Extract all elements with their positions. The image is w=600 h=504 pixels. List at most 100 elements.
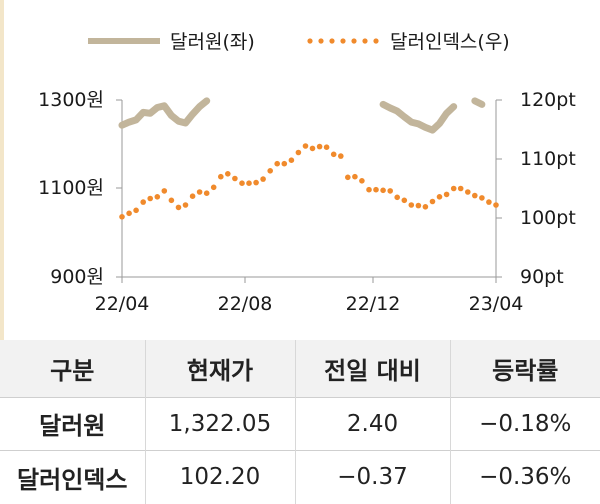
dxy-data-point [274,160,281,167]
y-right-tick-100: 100pt [520,207,576,229]
dxy-data-point [126,210,132,217]
krw-line-segment [379,100,458,134]
legend: 달러원(좌) 달러인덱스(우) [88,31,510,53]
y-left-tick-900: 900원 [50,266,104,288]
dxy-data-point [380,187,386,194]
dxy-data-point [316,143,323,150]
dxy-data-point [309,145,316,152]
legend-label-dxy: 달러인덱스(우) [390,31,510,53]
dxy-data-point [246,180,252,186]
axis-tick-marks [116,99,502,283]
exchange-rate-chart: 달러원(좌) 달러인덱스(우) 1300원 1100원 900원 120pt 1… [38,31,576,315]
legend-dot [351,38,357,44]
dxy-data-point [203,190,210,196]
series-krw-line [118,97,486,134]
row-change-rate: −0.18% [449,397,600,450]
dxy-data-point [408,202,415,208]
dxy-data-point [472,192,478,199]
row-change-rate: −0.36% [449,450,600,504]
dxy-data-point [281,160,288,167]
left-accent-bar [0,0,4,340]
header-current-price: 현재가 [144,340,295,397]
header-category: 구분 [50,356,95,385]
y-right-tick-110: 110pt [520,148,576,170]
y-right-tick-120: 120pt [520,89,576,111]
dxy-data-point [182,202,189,208]
row-current-price: 1,322.05 [144,397,295,450]
dxy-data-point [225,171,231,177]
dxy-data-point [345,174,351,181]
row-change: −0.37 [294,450,450,504]
dxy-data-point [168,197,175,204]
dxy-data-point [373,186,379,193]
dxy-data-point [154,194,161,200]
table-header-row: 구분 현재가 전일 대비 등락률 [0,340,600,397]
dxy-data-point [450,185,457,192]
dxy-data-point [359,178,365,184]
legend-dot [318,38,324,44]
dxy-data-point [394,194,401,201]
dxy-data-point [323,144,330,150]
dxy-data-point [465,189,471,195]
dxy-data-point [218,173,224,180]
dxy-data-point [443,191,450,198]
dxy-data-point [260,176,266,182]
dxy-data-point [232,175,238,182]
dxy-data-point [429,198,436,205]
chart-canvas: 달러원(좌) 달러인덱스(우) 1300원 1100원 900원 120pt 1… [38,31,576,315]
x-tick-23-04: 23/04 [469,293,524,315]
dxy-data-point [493,202,499,208]
y-left-tick-1100: 1100원 [38,177,104,199]
dxy-data-point [267,168,274,174]
dxy-data-point [295,149,302,156]
row-current-price: 102.20 [144,450,295,504]
table-row-krw: 달러원 1,322.05 2.40 −0.18% [0,397,600,450]
dxy-data-point [302,143,309,149]
dxy-data-point [387,188,394,194]
dxy-data-point [196,189,203,195]
legend-dot [307,38,313,44]
row-label: 달러원 [39,412,106,440]
krw-line-segment [471,97,486,108]
x-tick-22-12: 22/12 [346,293,401,315]
dxy-data-point [239,180,245,186]
dxy-data-point [401,197,408,204]
dxy-data-point [161,188,168,194]
dxy-data-point [147,195,153,202]
krw-line-segment [118,97,211,129]
dxy-data-point [175,204,182,211]
y-right-tick-90: 90pt [520,266,564,288]
dxy-data-point [366,186,372,193]
summary-table: 구분 현재가 전일 대비 등락률 달러원 1,322.05 2.40 −0.18… [0,340,600,504]
row-label: 달러인덱스 [17,465,128,494]
dxy-data-point [352,173,358,180]
header-change: 전일 대비 [294,340,450,397]
dxy-data-point [457,185,464,192]
series-dxy-dots [119,143,499,220]
dxy-data-point [133,207,139,214]
dxy-data-point [415,202,422,209]
dxy-data-point [253,179,259,186]
dxy-data-point [119,214,125,220]
legend-dot [329,38,335,44]
legend-swatch-dxy [307,38,379,44]
table-row-dxy: 달러인덱스 102.20 −0.37 −0.36% [0,450,600,504]
legend-dot [362,38,368,44]
dxy-data-point [479,195,485,201]
dxy-data-point [140,199,146,205]
dxy-data-point [210,184,217,191]
row-change: 2.40 [294,397,450,450]
y-left-tick-1300: 1300원 [38,89,104,111]
x-tick-22-04: 22/04 [95,293,150,315]
dxy-data-point [486,199,492,205]
dxy-data-point [189,193,196,199]
dxy-data-point [422,204,429,210]
dxy-data-point [338,153,344,159]
header-change-rate: 등락률 [449,340,600,397]
dxy-data-point [288,157,295,163]
dxy-data-point [330,151,337,158]
legend-dot [373,38,379,44]
dxy-data-point [436,194,443,200]
legend-dot [340,38,346,44]
legend-label-krw: 달러원(좌) [170,31,255,53]
